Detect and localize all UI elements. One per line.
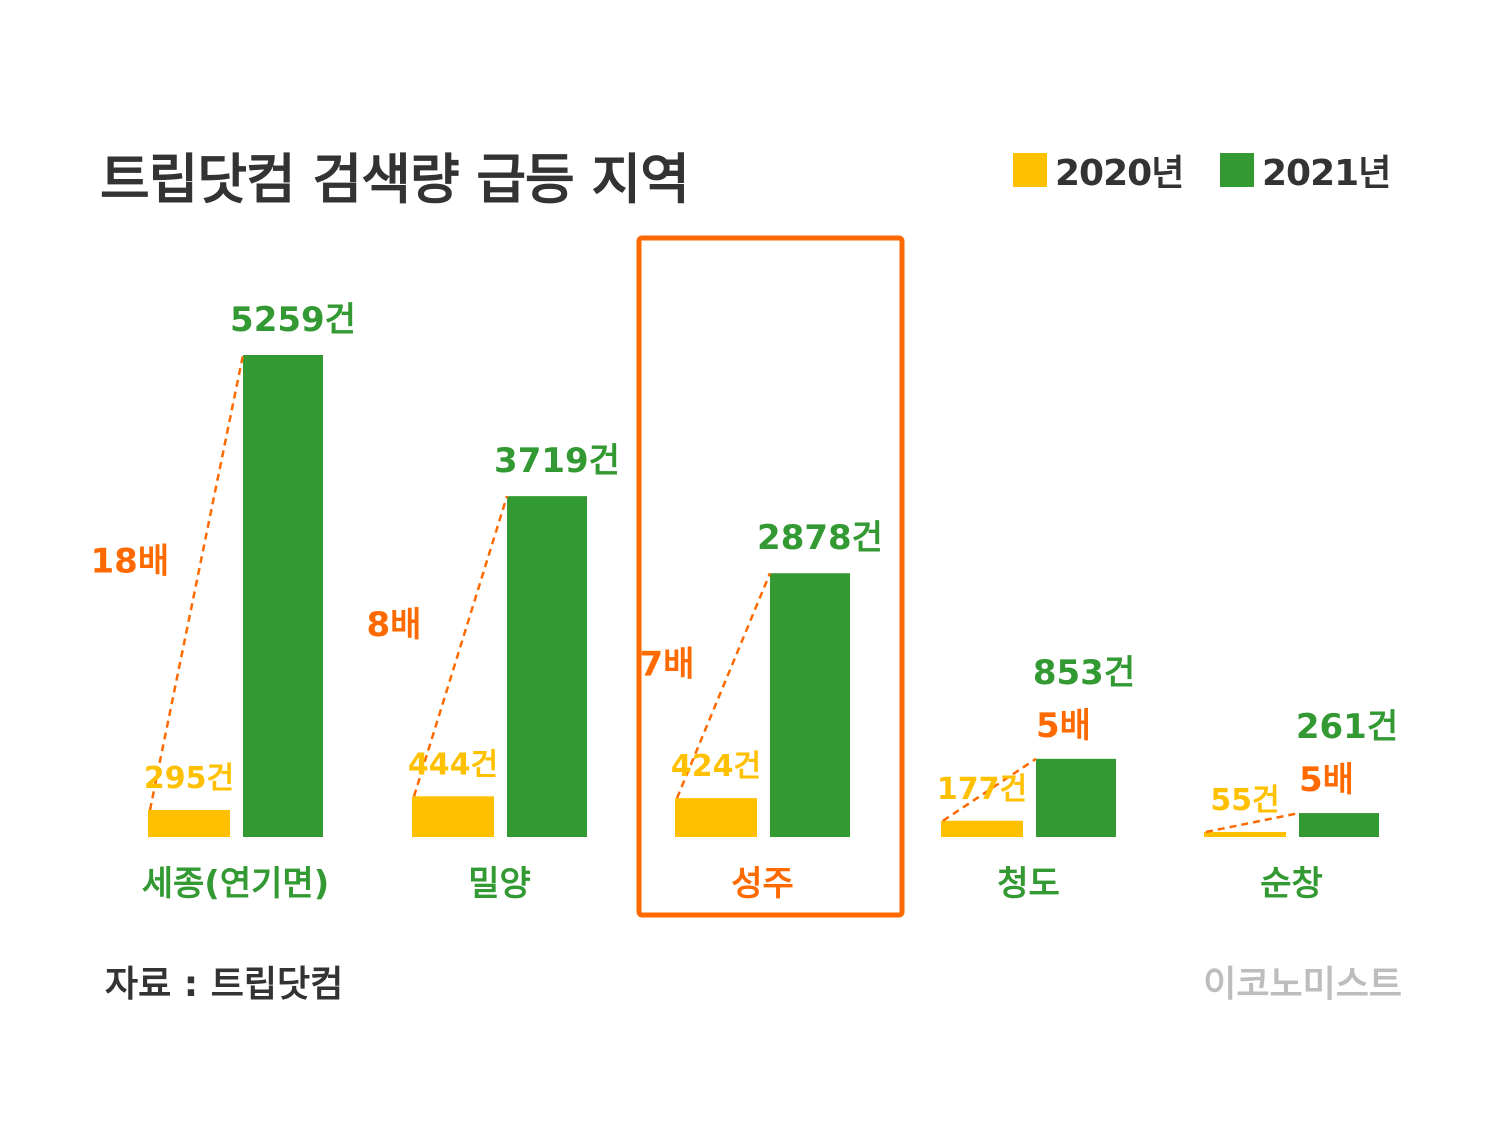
legend-swatch-2020 — [1013, 153, 1047, 187]
ratio-connector — [675, 572, 772, 799]
source-note: 자료 : 트립닷컴 — [105, 964, 344, 1005]
bar-2020 — [941, 820, 1023, 837]
ratio-label: 8배 — [367, 605, 422, 645]
ratio-connector — [148, 354, 245, 811]
bar-2020 — [1204, 831, 1286, 837]
chart-title: 트립닷컴 검색량 급등 지역 — [100, 148, 690, 211]
ratio-label: 5배 — [1036, 706, 1091, 746]
bar-2021 — [1299, 813, 1379, 837]
legend-swatch-2021 — [1220, 153, 1254, 187]
bar-2021 — [243, 355, 323, 837]
value-label-2021: 5259건 — [230, 300, 356, 340]
value-label-2020: 424건 — [671, 749, 761, 784]
category-label: 세종(연기면) — [142, 864, 329, 904]
value-label-2021: 853건 — [1033, 653, 1135, 693]
value-label-2021: 261건 — [1296, 707, 1398, 747]
category-label: 청도 — [997, 864, 1060, 904]
ratio-label: 7배 — [640, 645, 695, 685]
value-label-2021: 2878건 — [757, 518, 883, 558]
category-label: 성주 — [731, 864, 794, 904]
value-label-2020: 444건 — [408, 747, 498, 782]
bar-2020 — [412, 796, 494, 837]
ratio-connector — [1205, 811, 1300, 834]
ratio-label: 18배 — [91, 541, 170, 581]
value-label-2020: 55건 — [1210, 783, 1279, 818]
legend-label-2021: 2021년 — [1262, 153, 1391, 194]
ratio-connector — [942, 757, 1037, 822]
bar-2020 — [148, 809, 230, 837]
highlight-frame — [636, 235, 905, 918]
bar-2021 — [507, 496, 587, 837]
brand-watermark: 이코노미스트 — [1203, 964, 1402, 1005]
legend-label-2020: 2020년 — [1055, 153, 1184, 194]
bar-2021 — [770, 573, 850, 837]
bar-2021 — [1036, 758, 1116, 837]
category-label: 밀양 — [468, 864, 531, 904]
legend-item-2021: 2021년 — [1220, 150, 1391, 194]
bar-2020 — [675, 798, 757, 837]
value-label-2020: 295건 — [144, 761, 234, 796]
value-label-2020: 177건 — [937, 772, 1027, 807]
ratio-connector — [412, 495, 509, 797]
category-label: 순창 — [1260, 864, 1323, 904]
ratio-label: 5배 — [1299, 760, 1354, 800]
legend-item-2020: 2020년 — [1013, 150, 1184, 194]
value-label-2021: 3719건 — [494, 441, 620, 481]
